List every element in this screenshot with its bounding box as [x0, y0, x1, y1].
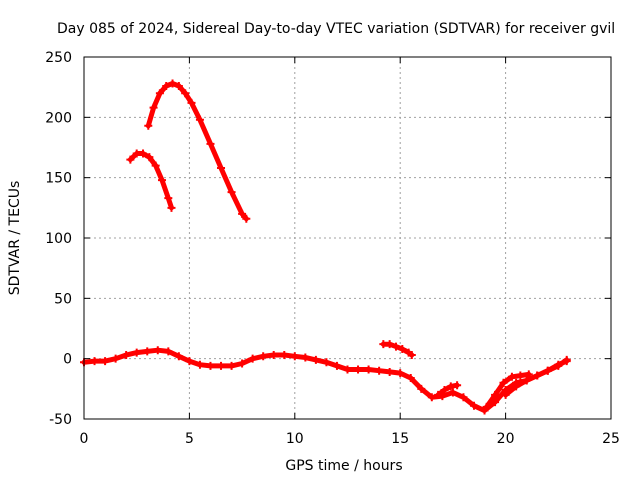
data-point-marker	[238, 359, 247, 368]
data-point-marker	[139, 149, 148, 158]
y-tick-label: 150	[45, 171, 72, 187]
data-point-marker	[227, 188, 236, 197]
data-point-marker	[145, 153, 154, 162]
y-tick-label: 0	[63, 352, 72, 368]
data-point-marker	[280, 351, 289, 360]
data-point-marker	[499, 378, 508, 387]
data-point-marker	[174, 352, 183, 361]
grid-layer	[84, 57, 611, 419]
data-point-marker	[153, 346, 162, 355]
data-point-marker	[533, 371, 542, 380]
data-point-marker	[143, 347, 152, 356]
chart-title: Day 085 of 2024, Sidereal Day-to-day VTE…	[57, 21, 615, 37]
data-point-marker	[512, 382, 521, 391]
data-point-marker	[469, 401, 478, 410]
data-point-marker	[227, 361, 236, 370]
data-point-marker	[343, 365, 352, 374]
series-layer	[80, 79, 571, 415]
data-point-marker	[132, 348, 141, 357]
series-arc-high-1	[145, 81, 249, 222]
x-tick-label: 15	[391, 431, 409, 447]
data-point-marker	[554, 361, 563, 370]
data-point-marker	[242, 214, 251, 223]
data-point-marker	[164, 347, 173, 356]
data-point-marker	[446, 382, 455, 391]
data-point-marker	[126, 155, 135, 164]
x-tick-label: 5	[185, 431, 194, 447]
data-point-marker	[144, 121, 153, 130]
data-point-marker	[157, 176, 166, 185]
data-point-marker	[375, 366, 384, 375]
y-tick-label: 250	[45, 50, 72, 66]
data-point-marker	[501, 390, 510, 399]
data-point-marker	[238, 209, 247, 218]
data-point-marker	[491, 390, 500, 399]
data-point-marker	[155, 89, 164, 98]
data-point-marker	[459, 393, 468, 402]
data-point-marker	[164, 194, 173, 203]
data-point-marker	[332, 361, 341, 370]
data-point-marker	[101, 357, 110, 366]
data-point-marker	[448, 388, 457, 397]
data-point-marker	[167, 203, 176, 212]
data-point-marker	[406, 373, 415, 382]
data-point-marker	[562, 355, 571, 364]
x-tick-label: 10	[286, 431, 304, 447]
data-point-marker	[259, 352, 268, 361]
data-point-marker	[391, 342, 400, 351]
data-point-marker	[290, 352, 299, 361]
y-tick-label: -50	[49, 412, 72, 428]
data-point-marker	[168, 79, 177, 88]
data-point-marker	[522, 376, 531, 385]
data-point-marker	[206, 361, 215, 370]
tick-layer: 0 5 10 15 20 25 250 200 150 100 50 0 -50	[45, 50, 620, 447]
data-point-marker	[516, 371, 525, 380]
x-axis-label: GPS time / hours	[285, 458, 402, 474]
data-point-marker	[90, 357, 99, 366]
data-point-marker	[385, 367, 394, 376]
data-point-marker	[269, 351, 278, 360]
data-point-marker	[206, 139, 215, 148]
data-point-marker	[217, 361, 226, 370]
y-tick-label: 200	[45, 110, 72, 126]
data-point-marker	[151, 161, 160, 170]
data-point-marker	[217, 164, 226, 173]
data-point-marker	[417, 384, 426, 393]
data-point-marker	[453, 381, 462, 390]
data-point-marker	[195, 360, 204, 369]
data-point-marker	[181, 89, 190, 98]
data-point-marker	[149, 103, 158, 112]
data-point-marker	[248, 354, 257, 363]
data-point-marker	[185, 357, 194, 366]
data-point-marker	[407, 351, 416, 360]
plot-frame	[83, 56, 612, 420]
data-point-marker	[507, 372, 516, 381]
data-point-marker	[385, 340, 394, 349]
data-point-marker	[543, 366, 552, 375]
data-point-marker	[364, 365, 373, 374]
data-point-marker	[311, 355, 320, 364]
x-tick-label: 0	[80, 431, 89, 447]
data-point-marker	[427, 393, 436, 402]
data-point-marker	[301, 353, 310, 362]
data-point-marker	[111, 354, 120, 363]
data-point-marker	[122, 351, 131, 360]
data-point-marker	[174, 81, 183, 90]
data-point-marker	[434, 390, 443, 399]
data-point-marker	[396, 369, 405, 378]
data-point-marker	[162, 81, 171, 90]
y-tick-label: 50	[54, 291, 72, 307]
data-point-marker	[187, 98, 196, 107]
y-tick-label: 100	[45, 231, 72, 247]
y-axis-label: SDTVAR / TECUs	[7, 181, 23, 296]
data-point-marker	[482, 402, 491, 411]
x-tick-label: 25	[602, 431, 620, 447]
data-point-marker	[398, 345, 407, 354]
x-tick-label: 20	[497, 431, 515, 447]
data-point-marker	[195, 115, 204, 124]
data-point-marker	[440, 386, 449, 395]
data-point-marker	[322, 358, 331, 367]
data-point-marker	[354, 365, 363, 374]
